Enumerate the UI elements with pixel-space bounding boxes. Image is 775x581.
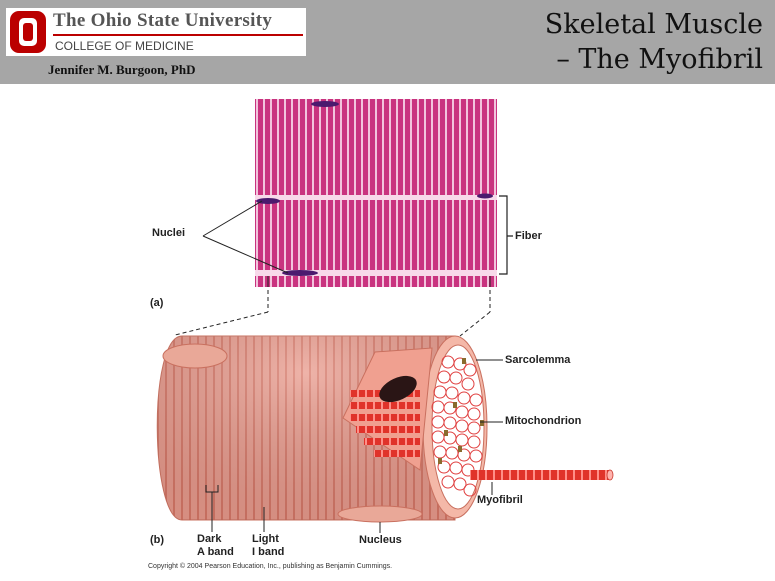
author-name: Jennifer M. Burgoon, PhD xyxy=(48,62,196,77)
block-o-icon xyxy=(10,11,46,53)
college-name: COLLEGE OF MEDICINE xyxy=(55,39,194,53)
logo-rule xyxy=(53,34,303,36)
sarcolemma-label: Sarcolemma xyxy=(505,354,571,366)
muscle-diagram: Nuclei Fiber (a) Sarcolemma Mitochondrio… xyxy=(0,84,775,581)
myofibril-label: Myofibril xyxy=(477,494,523,506)
zoom-dash-left-2 xyxy=(174,311,269,336)
nuclei-label: Nuclei xyxy=(152,227,186,239)
light-band-label-line-2: I band xyxy=(252,546,285,558)
mitochondrion-label: Mitochondrion xyxy=(505,415,582,427)
slide-title-line-2: – The Myofibril xyxy=(556,44,763,75)
light-band-label-line-1: Light xyxy=(252,533,279,545)
a-band-bracket xyxy=(205,485,219,532)
micrograph xyxy=(255,99,497,287)
university-name: The Ohio State University xyxy=(53,10,273,31)
fiber-bracket xyxy=(499,195,513,275)
myofibril-bundle xyxy=(342,344,614,510)
panel-a-label: (a) xyxy=(150,297,164,309)
copyright-note: Copyright © 2004 Pearson Education, Inc.… xyxy=(148,563,393,570)
university-logo: The Ohio State University COLLEGE OF MED… xyxy=(6,8,306,56)
nucleus-label: Nucleus xyxy=(359,534,402,546)
slide-title-line-1: Skeletal Muscle xyxy=(544,9,763,40)
panel-b-label: (b) xyxy=(150,534,165,546)
nuclei-leader-1 xyxy=(202,200,263,237)
surface-nucleus-bottom xyxy=(337,505,423,523)
fiber-label: Fiber xyxy=(515,230,542,242)
dark-band-label-line-2: A band xyxy=(197,546,234,558)
surface-nucleus-top xyxy=(162,343,228,369)
nuclei-leader-2 xyxy=(202,235,289,274)
slide-header: The Ohio State University COLLEGE OF MED… xyxy=(0,0,775,84)
dark-band-label-line-1: Dark xyxy=(197,533,222,545)
muscle-diagram-graphic xyxy=(156,99,614,533)
zoom-dash-right-2 xyxy=(459,311,491,337)
